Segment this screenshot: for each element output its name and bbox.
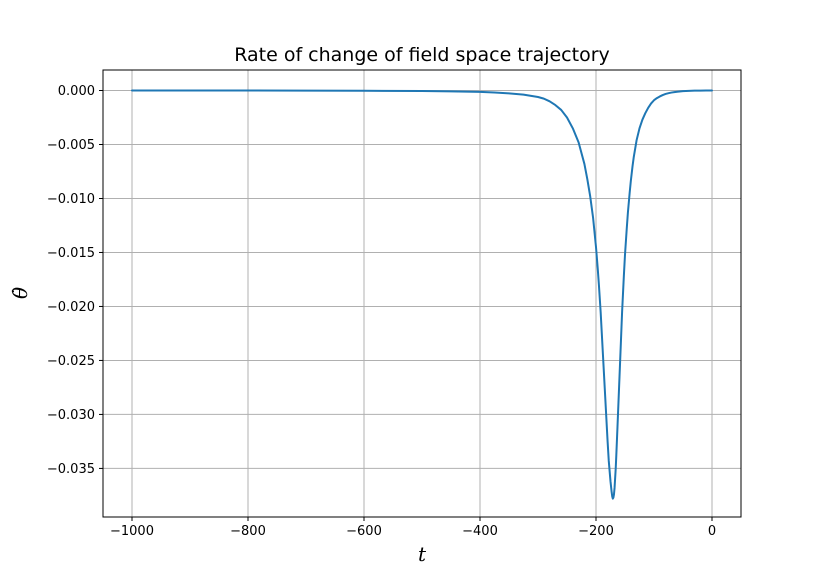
y-tick-label: −0.005 (47, 138, 95, 153)
x-tick-label: −200 (578, 524, 614, 539)
chart-title: Rate of change of field space trajectory (234, 44, 610, 66)
plot-frame (102, 69, 742, 518)
x-axis-label: t (418, 542, 427, 566)
y-tick-label: −0.015 (47, 246, 95, 261)
y-tick-label: −0.025 (47, 354, 95, 369)
x-tick-label: −600 (346, 524, 382, 539)
y-axis-label: θ̇ (8, 287, 32, 299)
y-tick-label: 0.000 (58, 84, 95, 99)
series-line (131, 89, 713, 500)
x-tick-label: −1000 (110, 524, 154, 539)
plot-area (131, 89, 713, 500)
y-tick-label: −0.010 (47, 192, 95, 207)
x-tick-label: −400 (462, 524, 498, 539)
y-tick-label: −0.030 (47, 408, 95, 423)
grid (103, 70, 741, 517)
x-tick-label: −800 (230, 524, 266, 539)
y-tick-label: −0.020 (47, 300, 95, 315)
axis-ticks: −1000 −800 −600 −400 −200 0 0.000 −0.005 −0.010 −… (47, 84, 716, 539)
x-tick-label: 0 (708, 524, 716, 539)
y-tick-label: −0.035 (47, 462, 95, 477)
